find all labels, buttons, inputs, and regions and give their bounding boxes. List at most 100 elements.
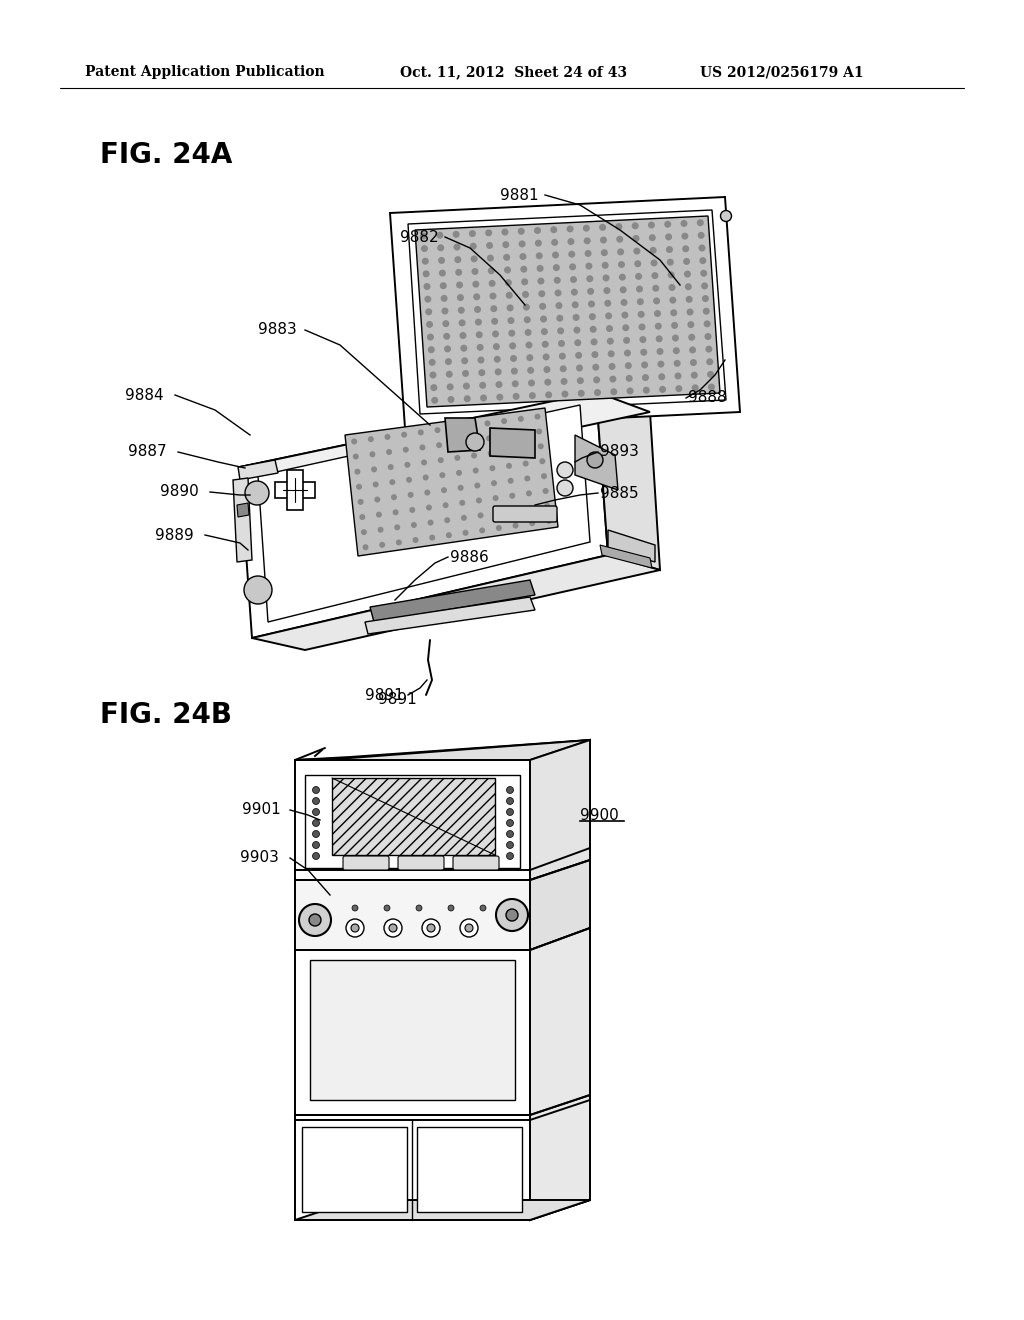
Text: 9883: 9883 xyxy=(258,322,297,338)
Circle shape xyxy=(404,462,411,467)
Circle shape xyxy=(452,425,457,430)
Circle shape xyxy=(670,297,677,304)
Circle shape xyxy=(513,393,519,400)
Circle shape xyxy=(649,234,655,242)
Circle shape xyxy=(648,222,655,228)
Polygon shape xyxy=(530,861,590,950)
Circle shape xyxy=(429,535,435,541)
Circle shape xyxy=(524,475,530,482)
Circle shape xyxy=(359,513,366,520)
Circle shape xyxy=(443,333,451,339)
Circle shape xyxy=(571,301,579,309)
Circle shape xyxy=(606,325,613,333)
Polygon shape xyxy=(530,741,590,1220)
Circle shape xyxy=(436,442,442,449)
Circle shape xyxy=(362,544,369,550)
Circle shape xyxy=(504,267,511,273)
Circle shape xyxy=(688,334,695,341)
Circle shape xyxy=(587,276,593,282)
Circle shape xyxy=(352,906,358,911)
Circle shape xyxy=(654,310,660,317)
Circle shape xyxy=(458,484,464,491)
Circle shape xyxy=(384,434,390,440)
Circle shape xyxy=(461,358,468,364)
Circle shape xyxy=(535,240,542,247)
Circle shape xyxy=(476,345,483,351)
Circle shape xyxy=(557,327,564,334)
Polygon shape xyxy=(390,197,740,428)
Circle shape xyxy=(461,515,467,521)
Polygon shape xyxy=(575,436,618,490)
Circle shape xyxy=(484,420,490,426)
Circle shape xyxy=(477,356,484,363)
Text: 9888: 9888 xyxy=(688,391,727,405)
Circle shape xyxy=(456,281,463,289)
Circle shape xyxy=(691,384,698,391)
Circle shape xyxy=(506,463,512,469)
Text: 9900: 9900 xyxy=(580,808,618,822)
Circle shape xyxy=(527,506,534,511)
Circle shape xyxy=(586,263,593,269)
Polygon shape xyxy=(365,597,535,634)
Circle shape xyxy=(463,529,469,536)
Circle shape xyxy=(527,367,535,374)
Circle shape xyxy=(503,253,510,261)
Circle shape xyxy=(408,492,414,498)
Circle shape xyxy=(626,375,633,381)
Circle shape xyxy=(427,924,435,932)
Circle shape xyxy=(544,366,551,374)
Circle shape xyxy=(502,228,509,235)
Circle shape xyxy=(654,322,662,330)
Circle shape xyxy=(584,238,591,244)
Circle shape xyxy=(681,220,687,227)
Circle shape xyxy=(589,313,596,321)
Circle shape xyxy=(621,298,628,306)
Circle shape xyxy=(479,528,485,533)
Circle shape xyxy=(658,374,666,380)
FancyBboxPatch shape xyxy=(398,855,444,870)
Circle shape xyxy=(617,248,624,255)
Circle shape xyxy=(456,470,462,475)
Circle shape xyxy=(480,906,486,911)
Circle shape xyxy=(440,294,447,302)
Circle shape xyxy=(570,289,578,296)
Circle shape xyxy=(473,293,480,301)
Polygon shape xyxy=(240,392,608,638)
Circle shape xyxy=(601,249,608,256)
Circle shape xyxy=(543,354,550,360)
Circle shape xyxy=(624,350,631,356)
Polygon shape xyxy=(530,741,590,880)
Polygon shape xyxy=(233,478,252,562)
Circle shape xyxy=(509,492,515,499)
Circle shape xyxy=(529,520,536,527)
Circle shape xyxy=(346,919,364,937)
Circle shape xyxy=(708,384,715,391)
Circle shape xyxy=(624,337,630,345)
Circle shape xyxy=(605,313,612,319)
Circle shape xyxy=(420,445,425,450)
Circle shape xyxy=(391,494,397,500)
Circle shape xyxy=(555,302,562,309)
Circle shape xyxy=(464,395,471,403)
Circle shape xyxy=(642,374,649,381)
Circle shape xyxy=(550,226,557,234)
Circle shape xyxy=(424,296,431,302)
Circle shape xyxy=(474,483,480,488)
Circle shape xyxy=(653,297,660,305)
Circle shape xyxy=(511,367,518,375)
Circle shape xyxy=(461,345,467,351)
Circle shape xyxy=(465,924,473,932)
Circle shape xyxy=(603,286,610,294)
Circle shape xyxy=(439,282,446,289)
Circle shape xyxy=(656,348,664,355)
Text: 9885: 9885 xyxy=(600,486,639,500)
Circle shape xyxy=(577,378,584,384)
Circle shape xyxy=(507,853,513,859)
Circle shape xyxy=(493,343,500,350)
Circle shape xyxy=(706,346,713,352)
Circle shape xyxy=(384,919,402,937)
Circle shape xyxy=(708,371,714,378)
Circle shape xyxy=(424,282,430,290)
Circle shape xyxy=(416,906,422,911)
Circle shape xyxy=(442,321,450,327)
